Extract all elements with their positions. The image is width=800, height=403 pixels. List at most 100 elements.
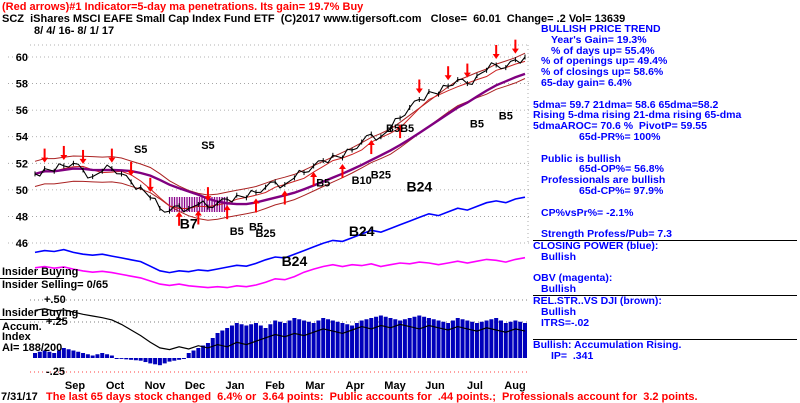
accum-bar (66, 349, 71, 358)
accum-bar (422, 316, 427, 358)
stat-line: 65d-CP%= 97.9% (579, 184, 664, 197)
sell-signal-arrowhead (60, 154, 68, 160)
accum-bar (498, 320, 503, 358)
accum-bar (292, 318, 297, 358)
accum-bar (441, 321, 446, 358)
accum-bar (37, 351, 42, 358)
month-label: Jun (425, 380, 445, 392)
stat-line: 5dma= 59.7 21dma= 58.6 65dma=58.2 (533, 98, 719, 111)
scale-minus25-label: -.25 (46, 366, 65, 378)
month-label: May (384, 380, 406, 392)
accum-bar (494, 318, 499, 358)
stat-line: % of openings up= 49.4% (541, 55, 668, 68)
accum-bar (162, 358, 167, 364)
accum-bar (239, 324, 244, 358)
accum-bar (407, 318, 412, 358)
divider (0, 319, 64, 320)
sell-signal-arrowhead (108, 157, 116, 163)
stat-line: Bullish (541, 250, 577, 263)
accum-bar (302, 320, 307, 358)
accum-bar (148, 358, 153, 364)
month-label: Jan (226, 380, 245, 392)
accum-bar (95, 354, 100, 358)
sell-signal-arrowhead (415, 88, 423, 94)
signal-annotation: B25 (371, 170, 391, 182)
accum-bar (215, 333, 220, 358)
insider-selling-label: Insider Selling= 0/65 (2, 279, 109, 291)
month-label: Oct (106, 380, 125, 392)
buy-signal-arrowhead (310, 171, 318, 177)
accum-bar (436, 320, 441, 358)
price-line (34, 56, 526, 213)
stat-line (533, 197, 797, 208)
accum-bar (479, 321, 484, 358)
accum-bar (85, 354, 90, 358)
stat-line: OBV (magenta): (533, 272, 613, 285)
y-axis-label: 50 (16, 185, 28, 197)
accum-bar (129, 358, 134, 360)
month-label: Feb (265, 380, 285, 392)
accum-bar (167, 358, 172, 362)
buy-signal-arrowhead (338, 163, 346, 169)
signal-annotation: B5 (230, 226, 244, 238)
buy-signal-arrowhead (175, 211, 183, 217)
accum-bar (186, 353, 191, 358)
stat-line (533, 143, 797, 154)
stat-line: Professionals are bullish (541, 174, 666, 187)
closing-power-line (34, 196, 526, 274)
stat-line (533, 328, 797, 339)
stat-line: CP%vsPr%= -2.1% (541, 206, 634, 219)
accum-bar (249, 324, 254, 358)
month-label: Aug (504, 380, 525, 392)
accum-bar (393, 319, 398, 358)
upper-band-line (34, 52, 526, 196)
accum-bar (465, 320, 470, 358)
accum-bar (181, 358, 186, 359)
sell-signal-arrowhead (127, 170, 135, 176)
accum-bar (263, 328, 268, 358)
accum-bar (220, 330, 225, 358)
accum-bar (513, 320, 518, 358)
sell-signal-arrowhead (444, 75, 452, 81)
accum-bar (153, 358, 158, 365)
accum-bar (201, 345, 206, 358)
accum-bar (321, 318, 326, 358)
indicator-banner: (Red arrows)#1 Indicator=5-day ma penetr… (2, 1, 364, 13)
divider (0, 278, 64, 279)
accum-bar (114, 358, 119, 359)
stat-line: Strength Profess/Pub= 7.3 (541, 228, 672, 241)
accum-bar (81, 353, 86, 358)
accum-bar (369, 318, 374, 358)
accum-bar (253, 323, 258, 358)
buy-signal-arrowhead (223, 205, 231, 211)
accum-bar (446, 323, 451, 358)
accum-label: Accum. (2, 321, 42, 333)
accum-bar (402, 319, 407, 358)
signal-annotation: B25 (255, 228, 275, 240)
y-axis-label: 48 (16, 211, 28, 223)
y-axis-label: 46 (16, 238, 28, 250)
stat-line: 65d-PR%= 100% (579, 130, 661, 143)
accum-bar (71, 350, 76, 358)
month-label: Dec (185, 380, 205, 392)
stat-line: Bullish: Accumulation Rising. (533, 339, 797, 351)
obv-line (34, 256, 526, 289)
accum-bar (196, 348, 201, 358)
accum-bar (508, 321, 513, 358)
sell-signal-arrowhead (204, 196, 212, 202)
accum-bar (412, 316, 417, 358)
accum-bar (335, 321, 340, 358)
accum-bar (172, 358, 177, 361)
accum-bar (225, 328, 230, 358)
accum-bar (90, 355, 95, 358)
y-axis-label: 52 (16, 158, 28, 170)
accum-bar (330, 320, 335, 358)
signal-annotation: S5 (201, 140, 214, 152)
accum-bar (503, 323, 508, 358)
accum-bar (359, 320, 364, 358)
accum-bar (33, 353, 37, 358)
insider-buying-label: Insider Buying (2, 266, 79, 278)
index-label: Index (2, 331, 31, 343)
